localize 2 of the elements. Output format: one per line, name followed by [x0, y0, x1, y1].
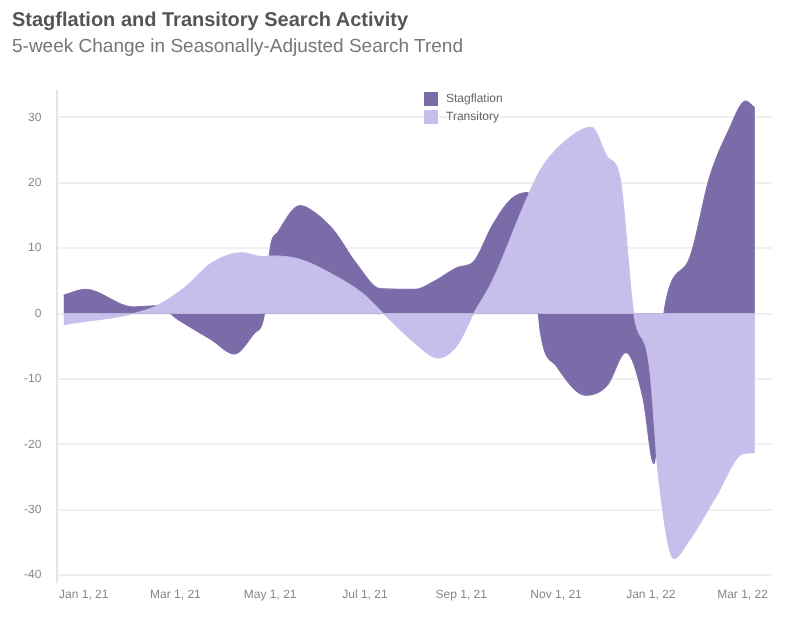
chart-subtitle: 5-week Change in Seasonally-Adjusted Search Trend: [12, 36, 463, 58]
chart-title: Stagflation and Transitory Search Activity: [12, 10, 409, 32]
